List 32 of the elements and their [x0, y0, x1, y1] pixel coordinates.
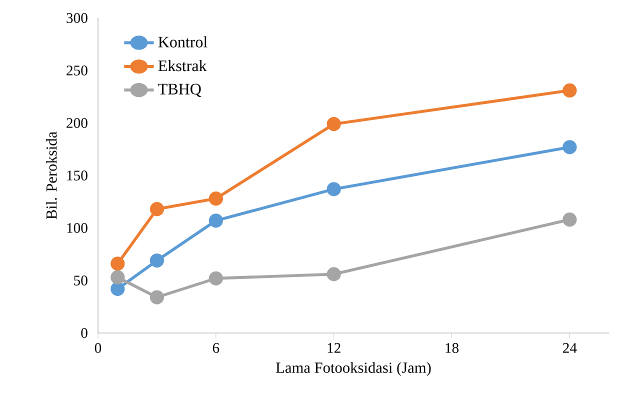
point: [208, 214, 223, 228]
x-tick-label: 24: [563, 343, 577, 353]
point: [562, 83, 577, 98]
legend-label: Ekstrak: [158, 60, 207, 72]
x-tick-label: 18: [446, 343, 459, 353]
y-tick-label: 200: [66, 118, 88, 128]
y-tick-label: 300: [66, 13, 88, 23]
point: [110, 256, 125, 271]
point: [150, 202, 164, 216]
point: [326, 116, 341, 132]
point: [150, 290, 164, 304]
legend-label: TBHQ: [158, 84, 202, 97]
y-tick-label: 0: [81, 328, 88, 338]
y-tick-label: 50: [74, 276, 88, 286]
point: [110, 270, 125, 284]
y-axis-title: Bil. Peroksida: [46, 132, 57, 220]
point: [208, 271, 223, 286]
point: [208, 192, 223, 206]
point: [150, 253, 164, 268]
y-tick-label: 250: [66, 66, 88, 76]
point: [326, 182, 341, 196]
point: [562, 212, 577, 227]
legend-label: Kontrol: [158, 36, 208, 48]
x-tick-label: 12: [328, 343, 340, 353]
point: [326, 267, 341, 282]
x-axis-title: Lama Fotooksidasi (Jam): [276, 362, 431, 376]
point: [562, 140, 577, 154]
y-tick-label: 150: [67, 170, 88, 180]
point: [110, 282, 125, 296]
x-tick-label: 6: [212, 343, 220, 353]
x-tick-label: 0: [94, 343, 102, 353]
y-tick-label: 100: [67, 223, 88, 233]
